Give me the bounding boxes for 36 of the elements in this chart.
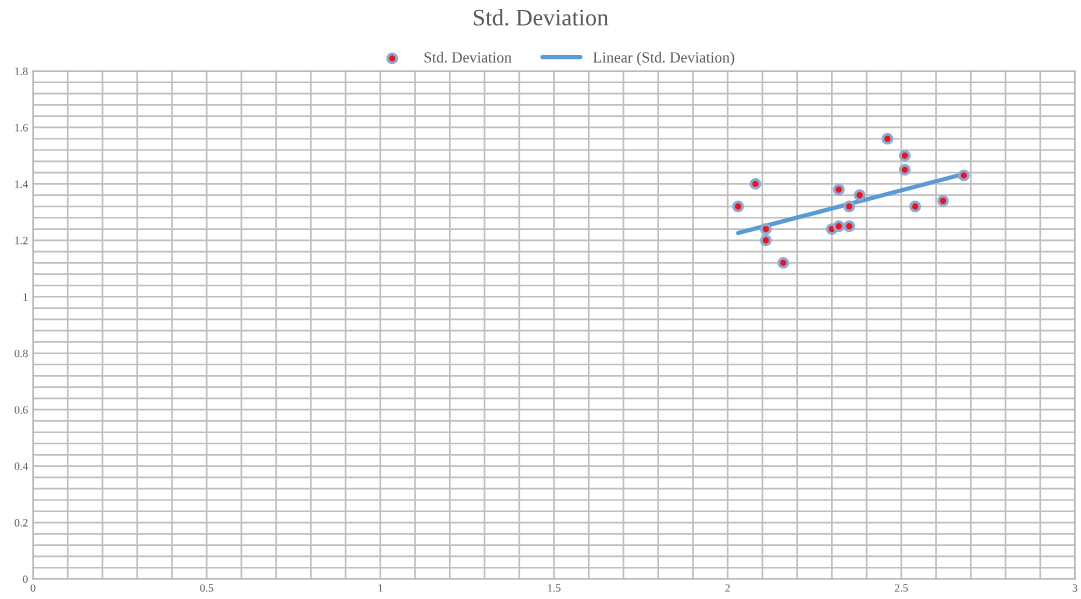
point: [832, 183, 845, 196]
point: [937, 194, 949, 207]
x-tick-label: 3: [1072, 584, 1078, 592]
y-tick-label: 1.4: [15, 180, 28, 188]
point: [898, 149, 911, 162]
x-tick-label: 1.5: [548, 584, 561, 592]
point: [732, 200, 744, 213]
point: [832, 220, 845, 233]
x-tick-label: 1: [378, 584, 383, 592]
point: [853, 189, 866, 202]
legend-label: Linear (Std. Deviation): [593, 51, 735, 66]
point: [898, 163, 911, 176]
point: [843, 200, 856, 213]
point: [759, 223, 772, 235]
y-tick-label: 1.6: [15, 123, 28, 132]
point: [749, 178, 762, 190]
point: [777, 257, 790, 269]
y-tick-label: 0: [23, 575, 28, 583]
y-tick-label: 1.2: [15, 236, 28, 245]
x-tick-label: 2: [725, 584, 730, 592]
chart-title: Std. Deviation: [473, 8, 609, 26]
point: [759, 234, 772, 247]
point: [957, 169, 970, 182]
point: [881, 132, 894, 145]
y-tick-label: 0.4: [14, 462, 28, 471]
y-tick-label: 0.2: [14, 519, 28, 527]
point: [843, 220, 856, 233]
x-tick-label: 0: [30, 584, 36, 592]
y-tick-label: 1: [23, 293, 28, 301]
legend-label: Std. Deviation: [424, 51, 512, 63]
x-tick-label: 2.5: [894, 584, 908, 592]
y-tick-label: 1.8: [15, 67, 28, 76]
x-tick-label: 0.5: [200, 584, 214, 592]
point: [909, 200, 922, 213]
y-tick-label: 0.8: [14, 349, 28, 358]
y-tick-label: 0.6: [14, 406, 28, 414]
